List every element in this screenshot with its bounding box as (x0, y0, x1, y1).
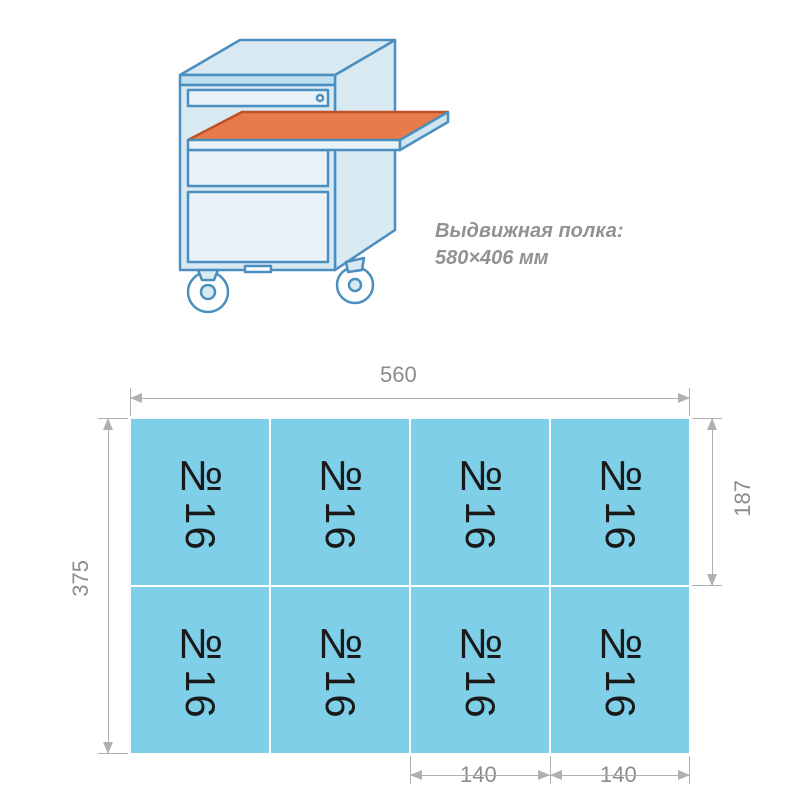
cell-label: №16 (176, 620, 224, 720)
caption-line2: 580×406 мм (435, 245, 624, 272)
layout-grid: №16 №16 №16 №16 №16 №16 №16 №16 (130, 418, 690, 754)
grid-cell: №16 (550, 586, 690, 754)
grid-cell: №16 (550, 418, 690, 586)
grid-cell: №16 (270, 418, 410, 586)
shelf-caption: Выдвижная полка: 580×406 мм (435, 218, 624, 272)
cell-label: №16 (176, 452, 224, 552)
grid-cell: №16 (270, 586, 410, 754)
cell-label: №16 (456, 452, 504, 552)
dim-right-row: 187 (730, 480, 756, 517)
cabinet-illustration (150, 30, 450, 320)
cell-label: №16 (456, 620, 504, 720)
cell-label: №16 (316, 620, 364, 720)
grid-cell: №16 (410, 418, 550, 586)
dim-top-width: 560 (380, 362, 417, 388)
cell-label: №16 (596, 620, 644, 720)
grid-cell: №16 (410, 586, 550, 754)
dim-right-line (712, 418, 713, 586)
caption-line1: Выдвижная полка: (435, 218, 624, 245)
dim-top-line (130, 398, 690, 399)
dim-left-line (108, 418, 109, 754)
cell-label: №16 (316, 452, 364, 552)
cell-label: №16 (596, 452, 644, 552)
dim-left-height: 375 (68, 560, 94, 597)
grid-cell: №16 (130, 586, 270, 754)
grid-cell: №16 (130, 418, 270, 586)
